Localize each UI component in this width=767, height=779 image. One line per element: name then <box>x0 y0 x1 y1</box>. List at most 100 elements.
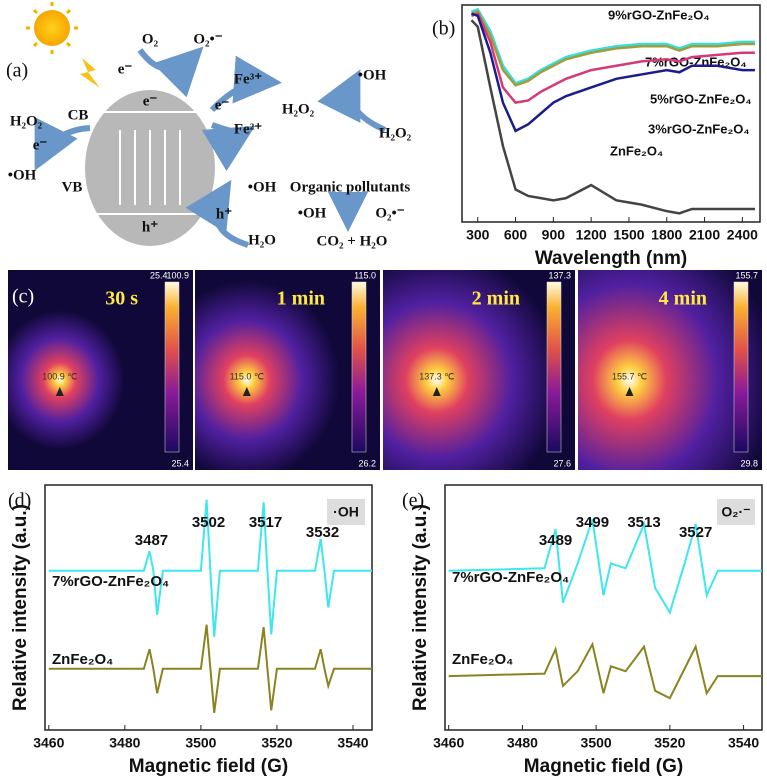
diagram-label: •OH <box>358 67 387 83</box>
diagram-label: h⁺ <box>142 219 158 235</box>
series-label: 7%rGO-ZnFe₂O₄ <box>52 573 169 590</box>
tag-box <box>327 499 365 525</box>
plot-frame <box>461 4 761 223</box>
x-axis-title: Magnetic field (G) <box>524 756 683 777</box>
x-tick-label: 3540 <box>337 735 368 751</box>
colorbar-max: 100.9 <box>166 270 189 280</box>
colorbar-max: 137.3 <box>548 270 571 280</box>
series-line <box>448 518 762 615</box>
x-tick-label: 2100 <box>689 227 720 243</box>
x-axis-title: Magnetic field (G) <box>129 756 288 777</box>
peak-label: 3532 <box>306 524 339 541</box>
colorbar-max: 155.7 <box>735 270 758 280</box>
thermal-image <box>195 270 380 470</box>
diagram-label: O₂•⁻ <box>375 205 404 221</box>
series-label: 7%rGO-ZnFe₂O₄ <box>452 569 569 586</box>
x-tick-label: 3480 <box>507 735 538 751</box>
x-tick-label: 3500 <box>185 735 216 751</box>
x-tick-label: 2400 <box>727 227 758 243</box>
panel-a-art <box>26 2 387 248</box>
series-label: 5%rGO-ZnFe₂O₄ <box>650 91 752 106</box>
diagram-label: e⁻ <box>118 61 133 77</box>
peak-label: 3502 <box>192 514 225 531</box>
thermal-image <box>8 270 193 470</box>
diagram-label: O₂ <box>142 31 159 47</box>
series-line <box>48 499 372 637</box>
spot-temp: 115.0 ℃ <box>230 371 264 381</box>
spot-temp: 155.7 ℃ <box>612 371 647 381</box>
series-line <box>471 9 755 87</box>
colorbar <box>546 281 562 453</box>
spot-marker <box>625 387 634 396</box>
peak-label: 3527 <box>679 524 712 541</box>
diagram-label: •OH <box>248 179 277 195</box>
colorbar-min: 29.8 <box>740 458 758 468</box>
diagram-label: H₂O₂ <box>10 113 43 129</box>
time-label: 1 min <box>277 288 325 310</box>
series-label: 9%rGO-ZnFe₂O₄ <box>608 7 710 22</box>
series-label: 3%rGO-ZnFe₂O₄ <box>648 121 750 136</box>
spot-marker <box>432 387 441 396</box>
tag: O₂·⁻ <box>721 504 750 520</box>
peak-label: 3487 <box>135 532 168 549</box>
series-label: ZnFe₂O₄ <box>610 143 663 158</box>
diagram-label: H₂O₂ <box>282 101 315 117</box>
x-tick-label: 3500 <box>581 735 612 751</box>
diagram-label: VB <box>62 179 83 195</box>
x-tick-label: 3520 <box>261 735 292 751</box>
diagram-label: e⁻ <box>33 137 48 153</box>
x-tick-label: 3460 <box>433 735 464 751</box>
series-line <box>471 7 755 85</box>
diagram-label: Fe²⁺ <box>234 121 262 137</box>
series-label: ZnFe₂O₄ <box>452 651 513 668</box>
diagram-label: H₂O₂ <box>379 125 412 141</box>
peak-label: 3499 <box>576 514 609 531</box>
spot-marker <box>242 387 251 396</box>
y-axis-title: Relative intensity (a.u.) <box>410 504 431 711</box>
plot-frame <box>44 484 373 731</box>
diagram-label: •OH <box>298 205 327 221</box>
y-axis-title: Relative intensity (a.u.) <box>10 504 31 711</box>
thermal-image <box>383 270 575 470</box>
diagram-label: e⁻ <box>143 93 158 109</box>
x-tick-label: 1800 <box>651 227 682 243</box>
x-tick-label: 3460 <box>33 735 64 751</box>
diagram-label: h⁺ <box>216 206 232 222</box>
panel-label: (c) <box>12 286 34 308</box>
x-tick-label: 900 <box>542 227 566 243</box>
corner-temp: 25.4 <box>150 270 168 280</box>
x-tick-label: 1500 <box>613 227 644 243</box>
colorbar-max: 115.0 <box>354 270 376 280</box>
series-line <box>470 19 755 215</box>
colorbar-min: 25.4 <box>171 458 189 468</box>
time-label: 30 s <box>105 288 138 310</box>
x-tick-label: 3480 <box>109 735 140 751</box>
series-line <box>448 641 762 700</box>
diagram-label: CO₂ + H₂O <box>317 233 388 249</box>
tag: ·OH <box>333 504 359 520</box>
spot-temp: 137.3 ℃ <box>419 371 454 381</box>
diagram-label: e⁻ <box>215 97 230 113</box>
diagram-label: Fe³⁺ <box>234 71 262 87</box>
diagram-label: Organic pollutants <box>290 179 411 195</box>
x-tick-label: 3520 <box>654 735 685 751</box>
panel-label: (d) <box>8 490 31 512</box>
spot-temp: 100.9 ℃ <box>42 371 77 381</box>
colorbar <box>351 281 367 453</box>
time-label: 2 min <box>472 288 520 310</box>
colorbar <box>164 281 180 453</box>
spot-marker <box>55 387 64 396</box>
tag-box <box>717 499 755 525</box>
colorbar-min: 26.2 <box>358 458 376 468</box>
x-tick-label: 3540 <box>728 735 759 751</box>
x-axis-title: Wavelength (nm) <box>535 248 687 269</box>
diagram-label: •OH <box>8 167 37 183</box>
peak-label: 3489 <box>539 532 572 549</box>
diagram-label: CB <box>68 107 89 123</box>
series-line <box>48 624 372 713</box>
time-label: 4 min <box>659 288 707 310</box>
series-label: ZnFe₂O₄ <box>52 651 113 668</box>
series-line <box>471 12 755 105</box>
colorbar-min: 27.6 <box>553 458 571 468</box>
